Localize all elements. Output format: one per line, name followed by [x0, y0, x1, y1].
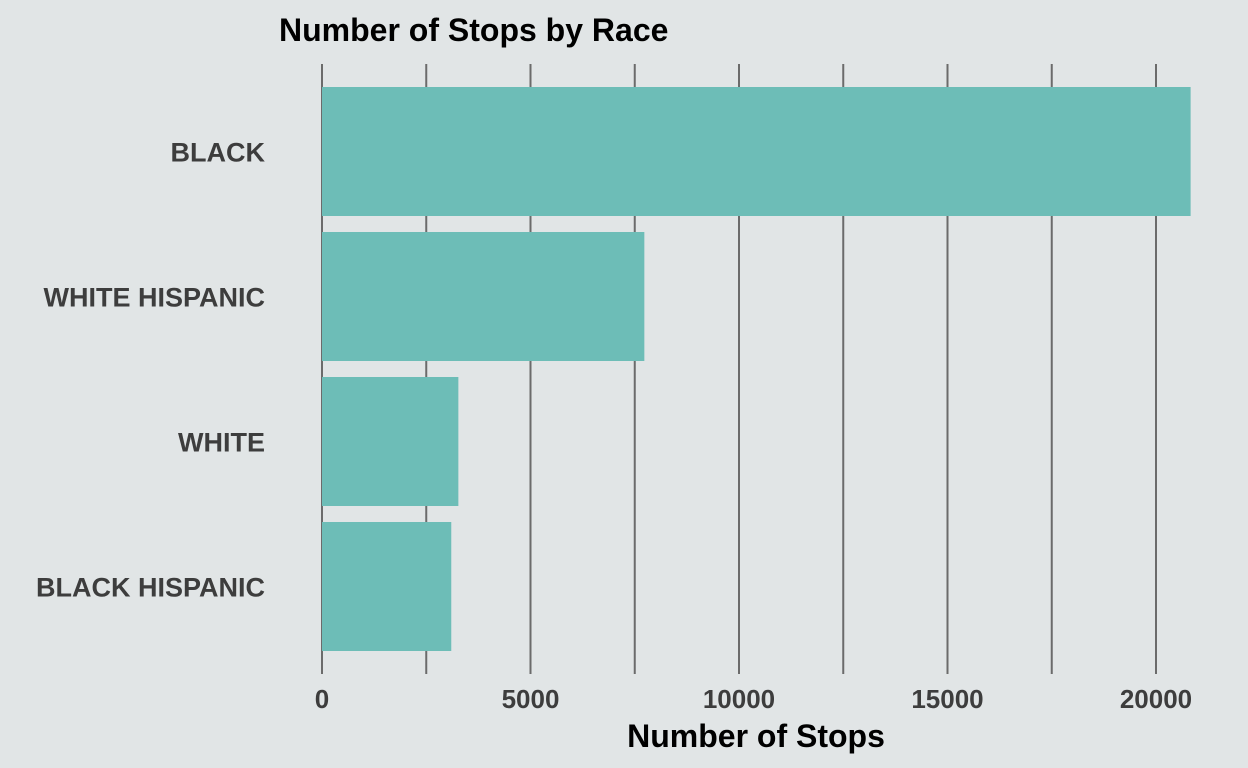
x-axis-label: Number of Stops — [627, 718, 885, 754]
x-tick-label: 10000 — [703, 684, 775, 714]
category-label: WHITE — [178, 428, 265, 458]
x-tick-label: 15000 — [911, 684, 983, 714]
category-labels: BLACK WHITE HISPANIC WHITE BLACK HISPANIC — [36, 138, 265, 603]
category-label: WHITE HISPANIC — [44, 283, 266, 313]
bars — [322, 87, 1191, 651]
x-tick-label: 20000 — [1120, 684, 1192, 714]
x-tick-labels: 0 5000 10000 15000 20000 — [315, 684, 1192, 714]
bar — [322, 377, 459, 506]
x-tick-label: 5000 — [502, 684, 560, 714]
category-label: BLACK HISPANIC — [36, 573, 265, 603]
bar — [322, 232, 645, 361]
x-tick-label: 0 — [315, 684, 329, 714]
chart-title: Number of Stops by Race — [279, 12, 668, 48]
bar — [322, 87, 1191, 216]
bar — [322, 522, 452, 651]
category-label: BLACK — [171, 138, 266, 168]
